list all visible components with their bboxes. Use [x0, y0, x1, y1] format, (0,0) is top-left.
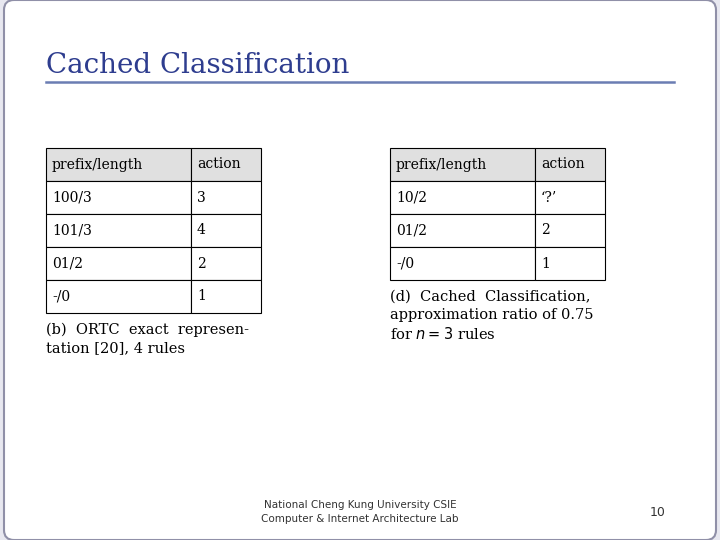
- Bar: [535, 148, 605, 181]
- Text: ‘?’: ‘?’: [541, 191, 557, 205]
- Bar: [390, 181, 535, 214]
- Bar: [191, 148, 261, 181]
- Text: (d)  Cached  Classification,: (d) Cached Classification,: [390, 290, 590, 304]
- Text: prefix/length: prefix/length: [396, 158, 487, 172]
- Text: action: action: [541, 158, 585, 172]
- Text: tation [20], 4 rules: tation [20], 4 rules: [46, 341, 185, 355]
- Text: 01/2: 01/2: [396, 224, 427, 238]
- Bar: [535, 181, 605, 214]
- Text: -/0: -/0: [396, 256, 414, 271]
- Bar: [390, 148, 535, 181]
- Bar: [191, 280, 261, 313]
- Bar: [46, 247, 191, 280]
- Text: 4: 4: [197, 224, 206, 238]
- Text: Cached Classification: Cached Classification: [46, 52, 349, 79]
- Text: 100/3: 100/3: [52, 191, 91, 205]
- Bar: [46, 280, 191, 313]
- Text: for $n = 3$ rules: for $n = 3$ rules: [390, 326, 495, 342]
- Text: 1: 1: [541, 256, 550, 271]
- Bar: [46, 181, 191, 214]
- Text: National Cheng Kung University CSIE
Computer & Internet Architecture Lab: National Cheng Kung University CSIE Comp…: [261, 500, 459, 524]
- Bar: [191, 214, 261, 247]
- Text: 1: 1: [197, 289, 206, 303]
- Text: 2: 2: [541, 224, 550, 238]
- FancyBboxPatch shape: [4, 0, 716, 540]
- Bar: [535, 214, 605, 247]
- Bar: [191, 247, 261, 280]
- Bar: [46, 148, 191, 181]
- Text: 3: 3: [197, 191, 206, 205]
- Text: -/0: -/0: [52, 289, 70, 303]
- Text: prefix/length: prefix/length: [52, 158, 143, 172]
- Bar: [191, 181, 261, 214]
- Text: (b)  ORTC  exact  represen-: (b) ORTC exact represen-: [46, 323, 249, 338]
- Bar: [535, 247, 605, 280]
- Text: 2: 2: [197, 256, 206, 271]
- Text: 101/3: 101/3: [52, 224, 92, 238]
- Text: 10: 10: [650, 505, 666, 518]
- Text: action: action: [197, 158, 240, 172]
- Text: approximation ratio of 0.75: approximation ratio of 0.75: [390, 308, 593, 322]
- Bar: [390, 214, 535, 247]
- Text: 01/2: 01/2: [52, 256, 83, 271]
- Bar: [390, 247, 535, 280]
- Bar: [46, 214, 191, 247]
- Text: 10/2: 10/2: [396, 191, 427, 205]
